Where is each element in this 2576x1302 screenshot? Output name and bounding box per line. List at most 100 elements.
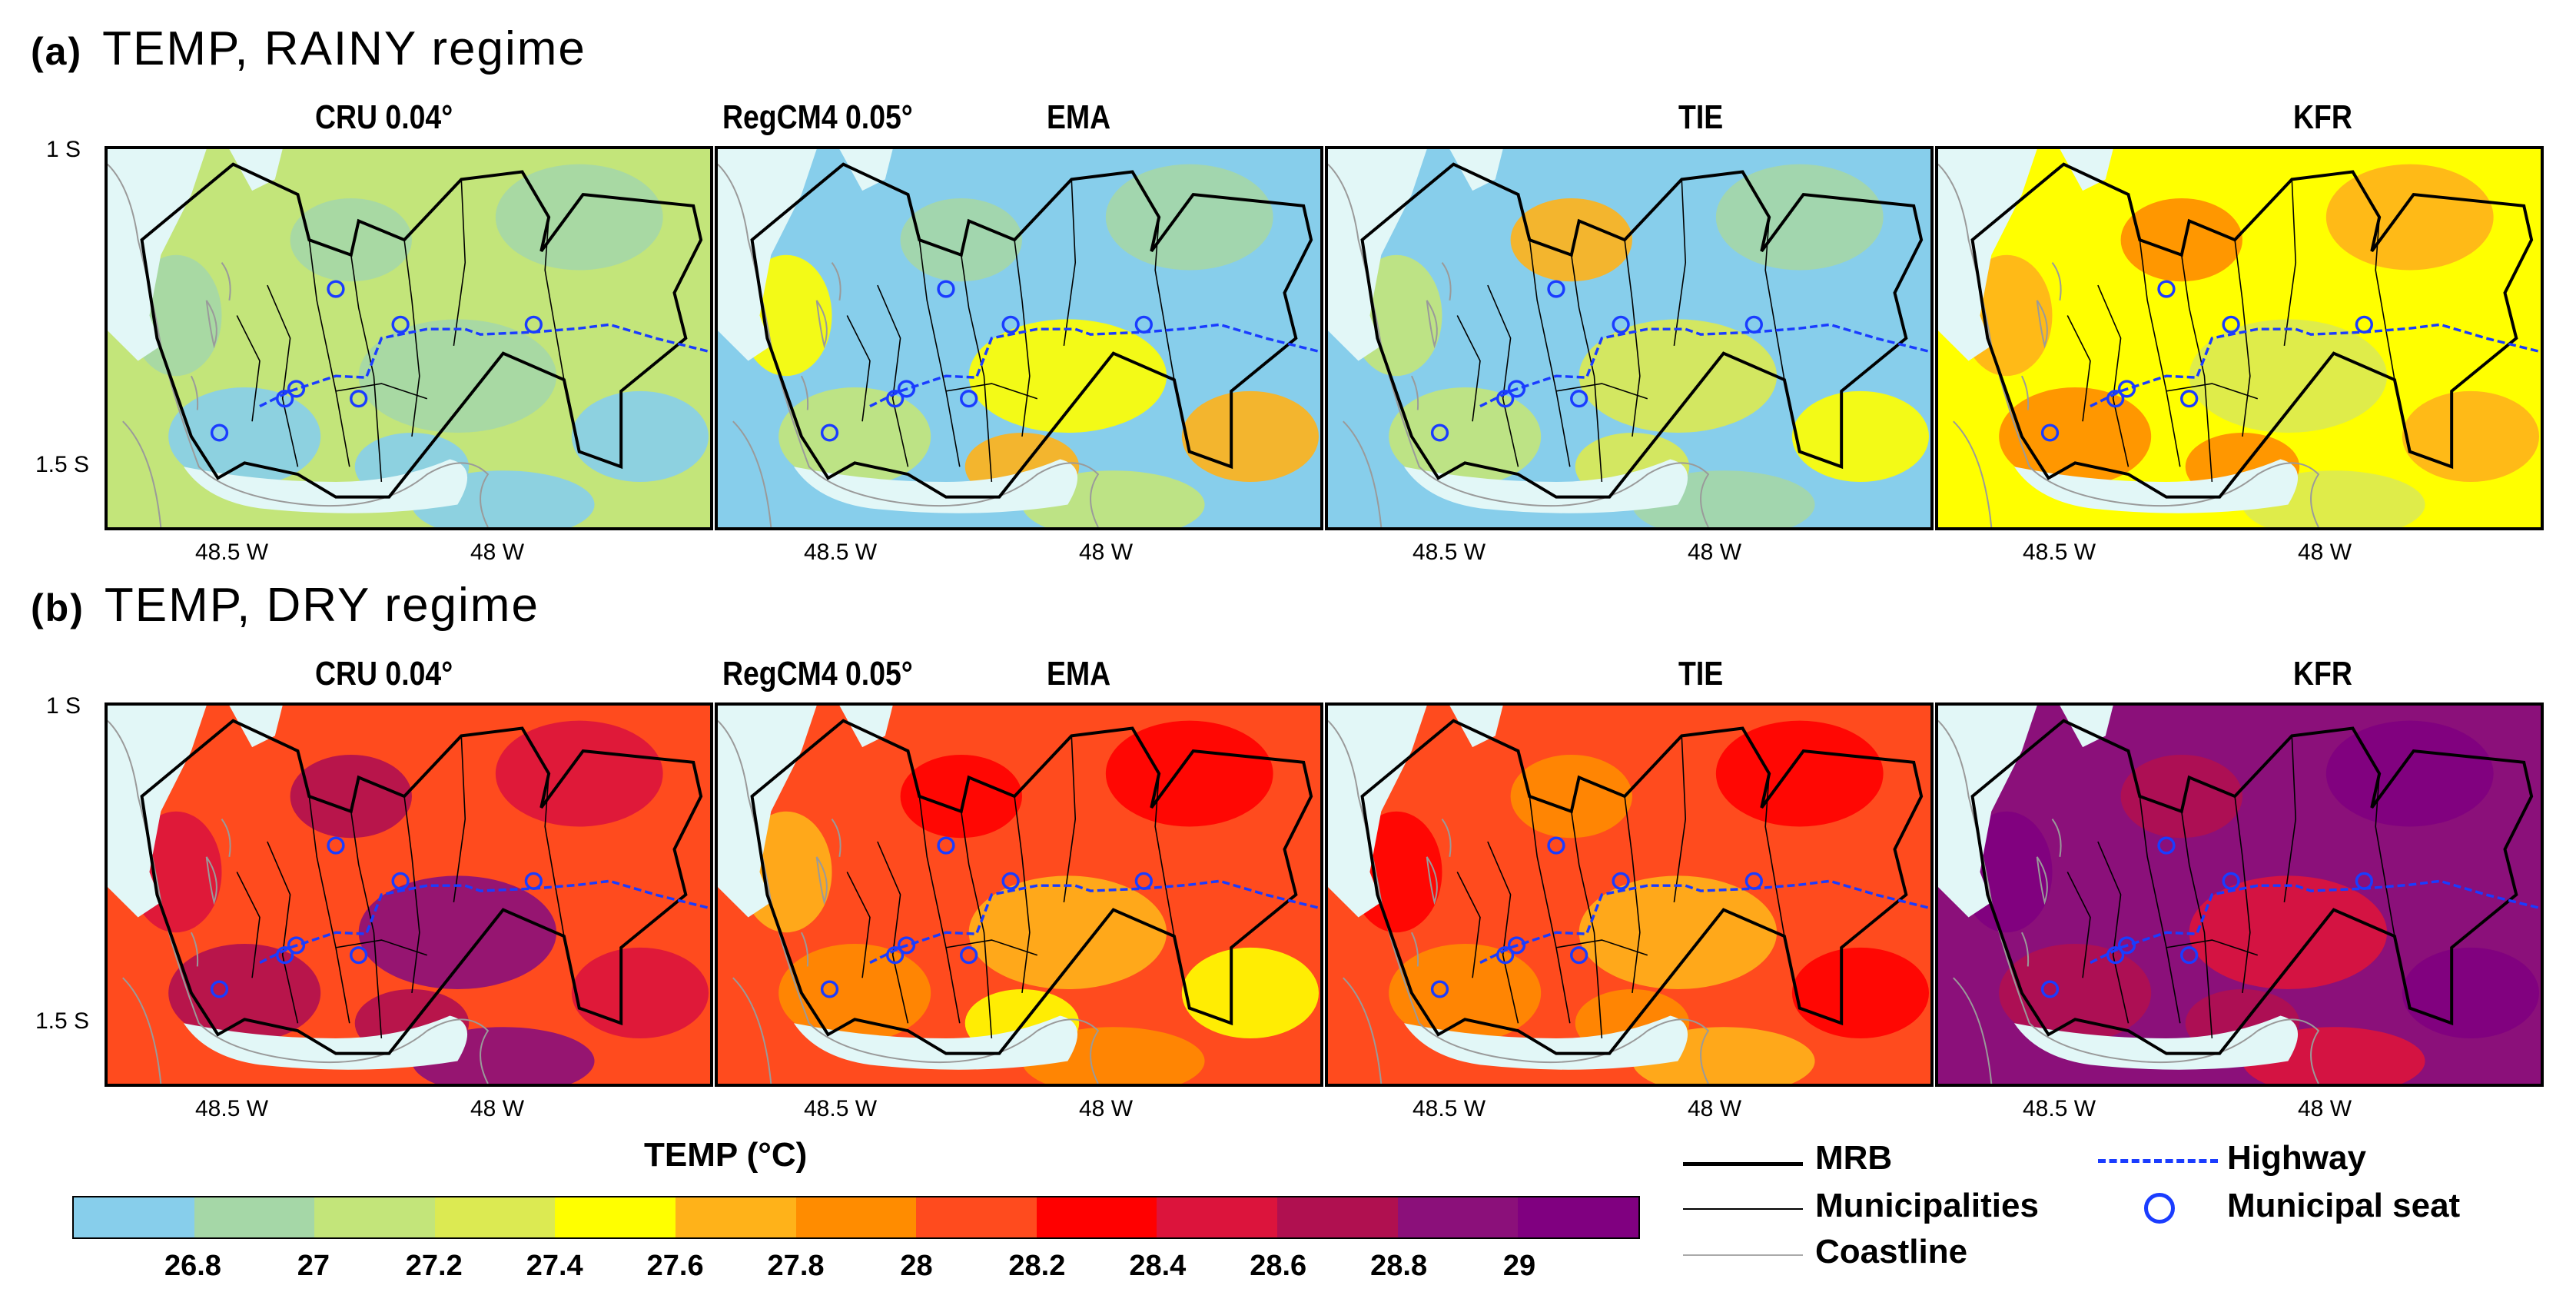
water-area [718,149,817,361]
municipality-boundary [1456,872,1481,978]
legend-mrb-line [1683,1162,1803,1166]
mrb-boundary [1970,162,2534,499]
municipality-boundary [846,872,871,978]
municipality-boundary [2066,872,2091,978]
municipal-seat-marker [1134,872,1153,890]
colorbar-title: TEMP (°C) [644,1136,808,1174]
temperature-contour [358,875,557,989]
x-tick-48-5w: 48.5 W [2023,540,2096,565]
coastline [815,856,828,905]
y-tick-1-5s: 1.5 S [35,452,90,477]
x-tick-48w: 48 W [1688,540,1742,565]
municipality-boundary [350,811,383,1039]
coastline [801,375,809,410]
panel-label-kfr: KFR [2293,98,2352,136]
municipality-boundary [1764,217,1785,380]
map-rainy-kfr [1935,146,2544,530]
legend-seat-label: Municipal seat [2227,1187,2461,1224]
map-dry-cru [105,702,713,1087]
coastline [1426,856,1438,905]
municipal-seat-marker [1547,836,1565,855]
municipality-boundary [2097,841,2130,1024]
municipal-seat-marker [1507,380,1526,398]
highway-line [259,323,710,408]
temperature-contour [290,754,412,839]
colorbar-bin [434,1197,556,1237]
municipal-seat-marker [2040,423,2060,442]
x-tick-48w: 48 W [470,540,525,565]
municipality-boundary [945,939,1038,956]
municipality-boundary [2180,811,2213,1039]
colorbar-tick-label: 26.8 [164,1250,221,1282]
municipal-seat-marker [1744,315,1763,334]
x-tick-48w: 48 W [1688,1096,1742,1121]
municipal-seat-marker [2117,936,2136,955]
colorbar-bin [1397,1197,1519,1237]
coastline [2051,819,2062,857]
water-area [108,706,207,918]
coastline [831,819,842,857]
legend-mrb-label: MRB [1815,1139,1893,1177]
municipal-seat-marker [1547,280,1565,298]
municipal-seat-marker [1496,390,1515,408]
municipality-boundary [544,217,565,380]
coastline [1343,420,1383,527]
coastline [732,420,772,527]
coastline [831,262,842,301]
municipality-boundary [308,795,350,1024]
municipality-boundary [308,239,350,467]
municipal-seat-marker [350,946,368,965]
river-estuary [1403,459,1688,513]
coastline [221,819,231,857]
colorbar-tick-label: 28.8 [1370,1250,1428,1282]
municipal-seat-marker [1001,872,1020,890]
municipality-boundary [2375,217,2395,380]
x-tick-48-5w: 48.5 W [1412,1096,1486,1121]
map-rainy-tie [1325,146,1934,530]
municipal-seat-marker [960,946,978,965]
panel-label-tie: TIE [1678,98,1724,136]
temperature-contour [1181,390,1320,482]
municipal-seat-marker [820,980,839,998]
municipal-seat-marker [2222,315,2240,334]
municipality-boundary [335,383,428,400]
temperature-contour [1105,164,1273,271]
municipal-seat-marker [886,390,905,408]
municipality-boundary [2234,795,2251,994]
municipal-seat-marker [1612,872,1630,890]
municipality-boundary [2234,239,2251,437]
legend-coastline-label: Coastline [1815,1233,1968,1270]
colorbar-tick-label: 28.2 [1008,1250,1066,1282]
coastline [2021,932,2030,967]
municipal-seat-marker [960,390,978,408]
municipal-seat-marker [391,315,410,334]
x-tick-48-5w: 48.5 W [1412,540,1486,565]
colorbar-bin [1157,1197,1278,1237]
municipality-boundary [1456,315,1481,422]
coastline [815,300,828,349]
highway-line [1479,879,1930,965]
municipal-seat-marker [1570,946,1588,965]
water-area [1328,149,1427,361]
panel-label-regcm: RegCM4 0.05° [722,98,913,136]
y-tick-1s: 1 S [46,693,81,719]
temperature-contour [1578,875,1778,989]
municipality-boundary [2283,736,2297,902]
temperature-contour [571,947,709,1038]
panel-label-ema: EMA [1047,655,1111,693]
map-dry-kfr [1935,702,2544,1087]
river-estuary [793,1015,1078,1070]
coastline [205,300,217,349]
municipality-boundary [918,239,961,467]
municipality-boundary [2066,315,2091,422]
temperature-contour [2325,164,2494,271]
temperature-contour [1105,720,1273,827]
river-estuary [183,1015,468,1070]
coastline [122,977,162,1084]
colorbar-tick-label: 27.2 [405,1250,463,1282]
temperature-contour [1510,198,1632,282]
temperature-contour [1715,720,1884,827]
river-estuary [2013,1015,2299,1070]
temperature-contour [1791,390,1930,482]
river-estuary [2013,459,2299,513]
